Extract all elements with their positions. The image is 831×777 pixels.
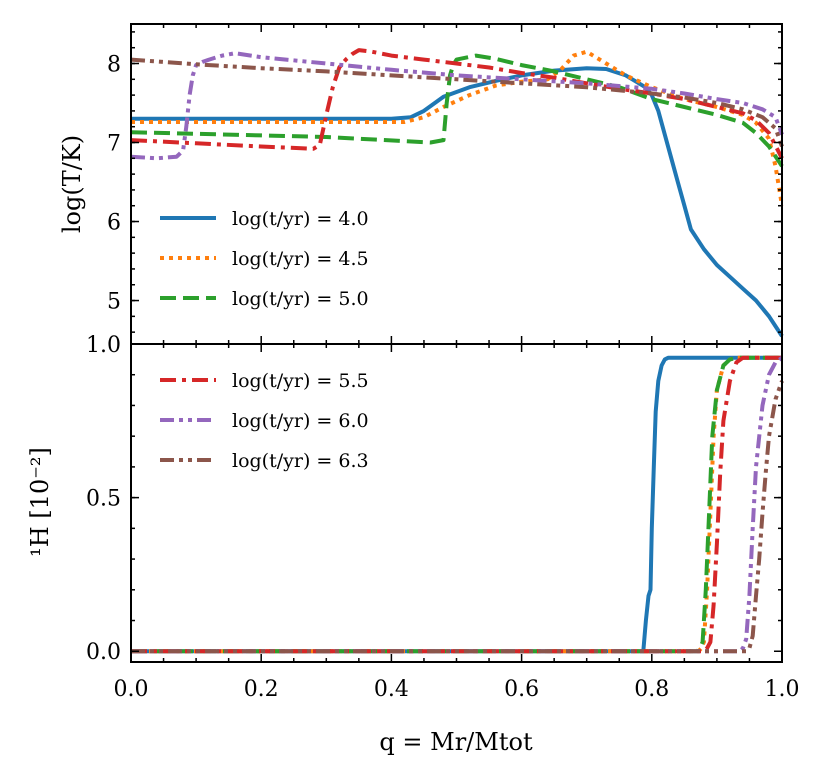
y-tick-label: 0.5	[86, 487, 121, 512]
x-tick-label: 0.6	[504, 677, 539, 702]
bottom-ticks: 0.0 0.5 1.0 0.0 0.2 0.4 0.6 0.8 1.0	[86, 333, 800, 702]
x-tick-label: 1.0	[765, 677, 800, 702]
top-legend: log(t/yr) = 4.0 log(t/yr) = 4.5 log(t/yr) …	[160, 208, 369, 310]
series-line-6.0	[130, 51, 784, 161]
x-tick-label: 0.8	[634, 677, 669, 702]
bottom-y-axis-label: ¹H [10⁻²]	[26, 447, 54, 557]
y-tick-label: 1.0	[86, 333, 121, 358]
series-line-5.5	[130, 48, 784, 160]
top-ticks: 5 6 7 8	[107, 24, 783, 344]
top-plot-frame	[130, 23, 783, 345]
y-tick-label: 7	[107, 132, 121, 157]
x-tick-label: 0.0	[114, 677, 149, 702]
legend-entry-label: log(t/yr) = 4.5	[232, 248, 369, 270]
y-tick-label: 8	[107, 53, 121, 78]
series-line-6.0	[131, 356, 784, 654]
legend-entry-label: log(t/yr) = 5.5	[232, 370, 369, 392]
top-series-group	[130, 48, 784, 338]
series-line-5.0	[131, 355, 782, 654]
bottom-legend: log(t/yr) = 5.5 log(t/yr) = 6.0 log(t/yr) …	[160, 370, 369, 472]
series-line-4.0	[131, 355, 782, 654]
series-line-5.0	[130, 53, 784, 168]
series-line-6.3	[130, 57, 784, 148]
bottom-panel: 0.0 0.5 1.0 0.0 0.2 0.4 0.6 0.8 1.0 ¹H [10⁻²] q …	[26, 333, 800, 756]
series-line-4.5	[131, 49, 784, 207]
series-line-6.3	[131, 380, 784, 654]
y-tick-label: 0.0	[86, 640, 121, 665]
y-tick-label: 6	[107, 211, 121, 236]
x-axis-label: q = Mr/Mtot	[379, 728, 533, 756]
legend-entry-label: log(t/yr) = 4.0	[232, 208, 369, 230]
x-tick-label: 0.2	[244, 677, 279, 702]
series-line-4.5	[131, 355, 782, 654]
y-tick-label: 5	[107, 290, 121, 315]
top-y-axis-label: log(T/K)	[58, 135, 86, 233]
bottom-plot-frame	[130, 343, 783, 663]
legend-entry-label: log(t/yr) = 5.0	[232, 288, 369, 310]
x-tick-label: 0.4	[374, 677, 409, 702]
legend-entry-label: log(t/yr) = 6.3	[232, 450, 369, 472]
bottom-series-group	[131, 355, 784, 654]
legend-entry-label: log(t/yr) = 6.0	[232, 410, 369, 432]
series-line-5.5	[131, 355, 782, 654]
